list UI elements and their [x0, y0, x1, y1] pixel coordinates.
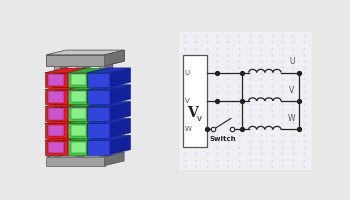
Text: W: W: [185, 126, 192, 132]
Polygon shape: [45, 85, 87, 90]
Polygon shape: [105, 50, 124, 66]
Polygon shape: [87, 102, 106, 121]
Polygon shape: [71, 91, 86, 102]
Text: W: W: [288, 114, 296, 123]
Text: V: V: [187, 106, 198, 120]
Polygon shape: [68, 119, 87, 138]
Polygon shape: [106, 63, 113, 156]
Text: V: V: [185, 98, 190, 104]
Polygon shape: [105, 50, 124, 66]
Polygon shape: [45, 90, 68, 104]
Polygon shape: [68, 102, 106, 107]
Polygon shape: [45, 68, 87, 73]
Polygon shape: [68, 136, 106, 140]
Polygon shape: [68, 90, 87, 104]
Polygon shape: [87, 107, 110, 121]
Polygon shape: [87, 118, 131, 123]
Polygon shape: [68, 102, 87, 121]
Polygon shape: [45, 102, 87, 107]
Polygon shape: [87, 85, 131, 90]
Polygon shape: [47, 50, 124, 55]
Polygon shape: [87, 85, 106, 104]
Polygon shape: [45, 119, 87, 123]
Polygon shape: [47, 55, 105, 66]
Polygon shape: [48, 125, 64, 136]
Polygon shape: [105, 152, 124, 166]
Polygon shape: [48, 142, 64, 153]
Polygon shape: [45, 107, 68, 121]
Polygon shape: [87, 140, 110, 155]
Polygon shape: [68, 107, 87, 121]
Polygon shape: [71, 142, 86, 153]
Polygon shape: [47, 157, 105, 166]
Polygon shape: [110, 118, 131, 138]
Polygon shape: [68, 68, 106, 73]
Polygon shape: [110, 85, 131, 104]
Bar: [183, 55, 206, 147]
Polygon shape: [54, 65, 61, 156]
Text: v: v: [197, 114, 202, 123]
Text: U: U: [185, 70, 190, 76]
Polygon shape: [87, 136, 106, 155]
Text: Switch: Switch: [209, 136, 236, 142]
Polygon shape: [68, 140, 87, 155]
Polygon shape: [48, 74, 64, 86]
Polygon shape: [68, 68, 87, 87]
Polygon shape: [71, 74, 86, 85]
Polygon shape: [45, 73, 68, 87]
Polygon shape: [87, 119, 106, 138]
Text: U: U: [289, 57, 295, 66]
Polygon shape: [76, 63, 90, 65]
Polygon shape: [87, 123, 110, 138]
Polygon shape: [68, 119, 106, 123]
Polygon shape: [87, 73, 110, 87]
Polygon shape: [71, 108, 86, 119]
Polygon shape: [47, 50, 124, 55]
Polygon shape: [110, 102, 131, 121]
Polygon shape: [48, 91, 64, 103]
Bar: [179, 32, 312, 170]
Polygon shape: [45, 140, 68, 155]
Polygon shape: [47, 152, 124, 157]
Polygon shape: [87, 135, 131, 140]
Polygon shape: [68, 85, 87, 104]
Polygon shape: [87, 68, 106, 87]
Polygon shape: [61, 63, 68, 156]
Polygon shape: [68, 73, 87, 87]
Polygon shape: [48, 108, 64, 120]
Polygon shape: [54, 63, 68, 65]
Polygon shape: [99, 65, 106, 156]
Polygon shape: [99, 63, 113, 65]
Text: V: V: [289, 86, 295, 95]
Polygon shape: [105, 50, 124, 66]
Polygon shape: [110, 68, 131, 87]
Polygon shape: [87, 102, 131, 107]
Polygon shape: [83, 63, 90, 156]
Polygon shape: [45, 136, 87, 140]
Polygon shape: [68, 136, 87, 155]
Polygon shape: [47, 55, 105, 66]
Polygon shape: [71, 125, 86, 136]
Polygon shape: [87, 90, 110, 104]
Polygon shape: [68, 85, 106, 90]
Polygon shape: [110, 135, 131, 155]
Polygon shape: [45, 123, 68, 138]
Polygon shape: [68, 123, 87, 138]
Polygon shape: [76, 65, 83, 156]
Polygon shape: [87, 68, 131, 73]
